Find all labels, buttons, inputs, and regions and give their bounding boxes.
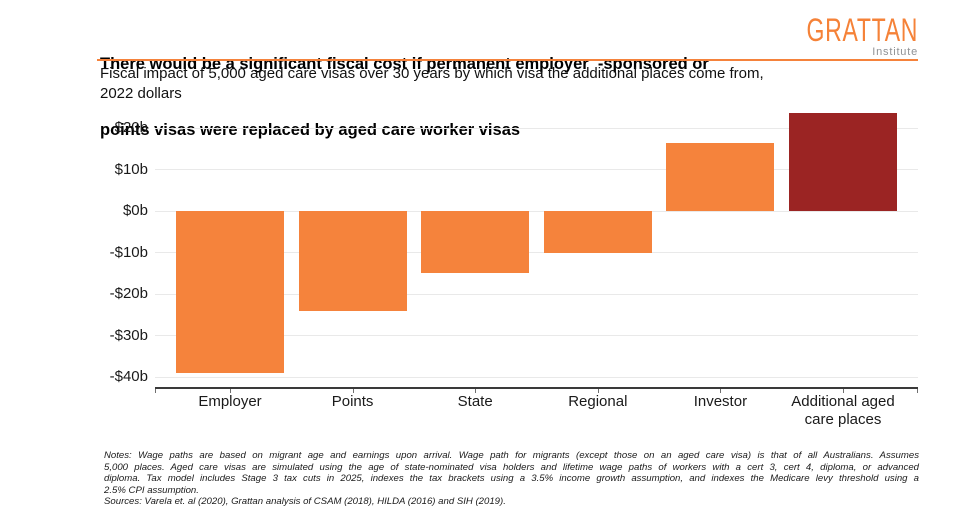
gridline bbox=[155, 293, 918, 295]
y-axis-label: $20b bbox=[114, 119, 148, 136]
bar-regional bbox=[543, 211, 652, 253]
gridline bbox=[155, 335, 918, 336]
grattan-logo-institute: Institute bbox=[872, 46, 918, 58]
gridline bbox=[155, 169, 918, 170]
y-axis-label: $10b bbox=[114, 160, 148, 178]
grattan-logo-wordmark: GRATTAN bbox=[806, 12, 918, 48]
x-axis-label: Points bbox=[331, 393, 374, 410]
notes-line: diploma. Tax model includes Stage 3 tax … bbox=[104, 473, 919, 485]
x-axis-label: Employer bbox=[198, 393, 262, 410]
y-axis-label: -$20b bbox=[109, 285, 148, 302]
x-axis-label: Additional aged care places bbox=[791, 393, 895, 428]
notes-block: Notes: Wage paths are based on migrant a… bbox=[104, 450, 919, 508]
grattan-logo: GRATTAN Institute bbox=[763, 12, 918, 58]
y-axis-label: -$30b bbox=[109, 326, 148, 344]
notes-line: 5,000 places. Aged care visas are simula… bbox=[104, 461, 919, 473]
x-tick bbox=[597, 389, 599, 393]
chart-subtitle-line2: 2022 dollars bbox=[100, 85, 182, 102]
chart-subtitle: Fiscal impact of 5,000 aged care visas o… bbox=[100, 64, 940, 104]
bar-points bbox=[298, 211, 407, 311]
x-tick bbox=[155, 389, 156, 393]
gridline bbox=[155, 252, 918, 253]
y-axis-label: -$40b bbox=[109, 368, 148, 385]
x-tick bbox=[475, 389, 477, 393]
figure-title-line2: points visas were replaced by aged care … bbox=[100, 121, 521, 139]
gridline bbox=[155, 376, 918, 378]
gridline bbox=[155, 127, 918, 129]
bar-investor bbox=[666, 143, 775, 211]
bar-additional-aged-care-places bbox=[789, 113, 897, 211]
x-tick bbox=[230, 389, 231, 393]
x-tick bbox=[843, 389, 844, 393]
y-axis-label: $0b bbox=[122, 202, 148, 219]
gridline bbox=[155, 210, 918, 212]
x-tick bbox=[720, 389, 722, 393]
notes-line: Notes: Wage paths are based on migrant a… bbox=[104, 450, 919, 461]
notes-line: 2.5% CPI assumption. bbox=[104, 484, 199, 496]
x-axis-label: State bbox=[457, 393, 493, 410]
bar-employer bbox=[176, 211, 284, 373]
bar-state bbox=[421, 211, 530, 274]
sources-line: Sources: Varela et. al (2020), Grattan a… bbox=[104, 496, 506, 508]
x-axis-label: Investor bbox=[693, 393, 748, 410]
y-axis-label: -$10b bbox=[109, 243, 148, 261]
x-axis-line bbox=[155, 387, 918, 389]
orange-divider bbox=[97, 59, 918, 61]
x-axis-label: Regional bbox=[568, 393, 628, 410]
x-tick bbox=[917, 389, 918, 393]
x-tick bbox=[352, 389, 354, 393]
chart-subtitle-line1: Fiscal impact of 5,000 aged care visas o… bbox=[100, 65, 764, 82]
